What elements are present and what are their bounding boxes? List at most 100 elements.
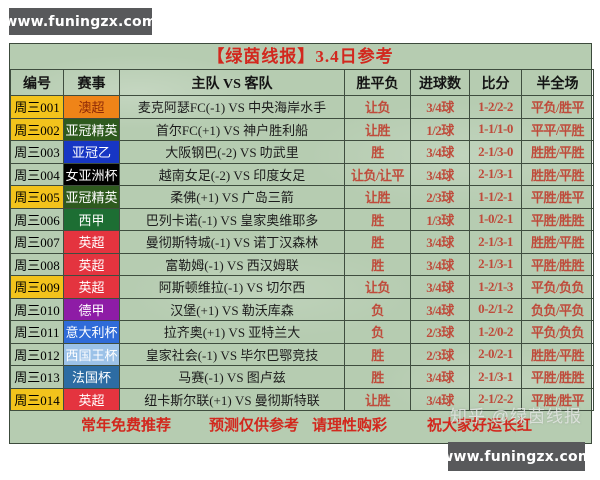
league-badge: 德甲 bbox=[63, 297, 120, 321]
match-row: 周三008 英超 富勒姆(-1) VS 西汉姆联胜 3/4球 2-1/3-1 平胜/胜胜 bbox=[10, 252, 594, 276]
page-title: 【绿茵线报】3.4日参考 bbox=[207, 47, 394, 66]
wdl-prediction: 胜 bbox=[344, 365, 411, 389]
match-teams: 麦克阿瑟FC(-1) VS 中央海岸水手 bbox=[119, 95, 345, 119]
wdl-prediction: 让胜 bbox=[344, 185, 411, 209]
league-badge: 法国杯 bbox=[63, 365, 120, 389]
half-full-prediction: 平胜/胜胜 bbox=[521, 365, 594, 389]
table-body: 周三001 澳超 麦克阿瑟FC(-1) VS 中央海岸水手 让负 3/4球 1-2/2-2… bbox=[10, 95, 594, 411]
score-prediction: 2-1/3-1 bbox=[469, 252, 522, 276]
wdl-prediction: 让负 bbox=[344, 95, 411, 119]
league-badge: 意大利杯 bbox=[63, 320, 120, 344]
prediction-board: 【绿茵线报】3.4日参考 编号 赛事 主队 VS 客队 胜平负 进球数 比分 半… bbox=[9, 43, 594, 444]
watermark-bottom-text: www.funingzx.com bbox=[440, 448, 593, 465]
wdl-prediction: 胜 bbox=[344, 252, 411, 276]
match-id-cell: 周三001 bbox=[10, 95, 64, 119]
goals-prediction: 3/4球 bbox=[410, 95, 470, 119]
wdl-prediction: 让负/让平 bbox=[344, 162, 411, 186]
score-prediction: 0-2/1-2 bbox=[469, 297, 522, 321]
league-badge: 亚冠精英 bbox=[63, 117, 120, 141]
col-header-number: 编号 bbox=[10, 69, 64, 96]
watermark-top: www.funingzx.com bbox=[4, 8, 156, 35]
score-prediction: 2-1/3-1 bbox=[469, 162, 522, 186]
goals-prediction: 3/4球 bbox=[410, 140, 470, 164]
league-badge: 西甲 bbox=[63, 207, 120, 231]
wdl-prediction: 胜 bbox=[344, 140, 411, 164]
league-badge: 女亚洲杯 bbox=[63, 162, 120, 186]
wdl-prediction: 胜 bbox=[344, 230, 411, 254]
match-row: 周三004 女亚洲杯 越南女足(-2) VS 印度女足 让负/让平 3/4球 2-1/3-… bbox=[10, 162, 594, 186]
goals-prediction: 3/4球 bbox=[410, 162, 470, 186]
header-row: 编号 赛事 主队 VS 客队 胜平负 进球数 比分 半全场 bbox=[10, 69, 594, 96]
match-id-cell: 周三014 bbox=[10, 387, 64, 411]
league-badge: 西国王杯 bbox=[63, 342, 120, 366]
match-row: 周三013 法国杯 马赛(-1) VS 图卢兹胜 3/4球 2-1/3-1 平胜/胜胜 bbox=[10, 365, 594, 389]
match-id-cell: 周三012 bbox=[10, 342, 64, 366]
score-prediction: 1-2/1-3 bbox=[469, 275, 522, 299]
wdl-prediction: 让负 bbox=[344, 275, 411, 299]
goals-prediction: 3/4球 bbox=[410, 230, 470, 254]
footer-notes: 常年免费推荐 预测仅供参考 请理性购彩 祝大家好运长红 bbox=[10, 411, 591, 437]
match-row: 周三005 亚冠精英 柔佛(+1) VS 广岛三箭 让胜 2/3球 1-1/2-1 平胜/胜… bbox=[10, 185, 594, 209]
wdl-prediction: 负 bbox=[344, 297, 411, 321]
half-full-prediction: 平胜/胜胜 bbox=[521, 207, 594, 231]
wdl-prediction: 让胜 bbox=[344, 387, 411, 411]
match-teams: 富勒姆(-1) VS 西汉姆联 bbox=[119, 252, 345, 276]
league-badge: 英超 bbox=[63, 275, 120, 299]
match-teams: 皇家社会(-1) VS 毕尔巴鄂竞技 bbox=[119, 342, 345, 366]
watermark-bottom: www.funingzx.com bbox=[440, 442, 592, 471]
footer-note-reference: 预测仅供参考 bbox=[209, 417, 300, 434]
match-id-cell: 周三008 bbox=[10, 252, 64, 276]
score-prediction: 1-1/2-1 bbox=[469, 185, 522, 209]
half-full-prediction: 平胜/胜平 bbox=[521, 185, 594, 209]
half-full-prediction: 胜胜/平胜 bbox=[521, 162, 594, 186]
goals-prediction: 3/4球 bbox=[410, 297, 470, 321]
match-row: 周三009 英超 阿斯顿维拉(-1) VS 切尔西 让负 3/4球 1-2/1-3 平负/负… bbox=[10, 275, 594, 299]
match-row: 周三003 亚冠乙 大阪钢巴(-2) VS 叻武里胜 3/4球 2-1/3-0 胜胜/平胜 bbox=[10, 140, 594, 164]
goals-prediction: 3/4球 bbox=[410, 252, 470, 276]
goals-prediction: 1/3球 bbox=[410, 207, 470, 231]
match-id-cell: 周三010 bbox=[10, 297, 64, 321]
score-prediction: 1-2/0-2 bbox=[469, 320, 522, 344]
col-header-wdl: 胜平负 bbox=[344, 69, 411, 96]
match-row: 周三007 英超 曼彻斯特城(-1) VS 诺丁汉森林胜 3/4球 2-1/3-1 胜胜/… bbox=[10, 230, 594, 254]
half-full-prediction: 负负/平负 bbox=[521, 297, 594, 321]
goals-prediction: 2/3球 bbox=[410, 185, 470, 209]
match-row: 周三002 亚冠精英 首尔FC(+1) VS 神户胜利船 让胜 1/2球 1-1/1-0 平… bbox=[10, 117, 594, 141]
half-full-prediction: 平平/平胜 bbox=[521, 117, 594, 141]
col-header-match: 主队 VS 客队 bbox=[119, 69, 345, 96]
goals-prediction: 3/4球 bbox=[410, 365, 470, 389]
footer-note-free: 常年免费推荐 bbox=[81, 417, 172, 434]
match-id-cell: 周三005 bbox=[10, 185, 64, 209]
match-teams: 阿斯顿维拉(-1) VS 切尔西 bbox=[119, 275, 345, 299]
col-header-halffull: 半全场 bbox=[521, 69, 594, 96]
watermark-top-text: www.funingzx.com bbox=[4, 13, 157, 30]
half-full-prediction: 胜胜/平胜 bbox=[521, 342, 594, 366]
footer-note-luck: 祝大家好运长红 bbox=[427, 417, 533, 434]
match-id-cell: 周三011 bbox=[10, 320, 64, 344]
match-teams: 大阪钢巴(-2) VS 叻武里 bbox=[119, 140, 345, 164]
match-teams: 首尔FC(+1) VS 神户胜利船 bbox=[119, 117, 345, 141]
league-badge: 英超 bbox=[63, 387, 120, 411]
match-teams: 巴列卡诺(-1) VS 皇家奥维耶多 bbox=[119, 207, 345, 231]
league-badge: 亚冠乙 bbox=[63, 140, 120, 164]
league-badge: 英超 bbox=[63, 230, 120, 254]
goals-prediction: 2/3球 bbox=[410, 342, 470, 366]
score-prediction: 2-1/3-1 bbox=[469, 365, 522, 389]
col-header-score: 比分 bbox=[469, 69, 522, 96]
half-full-prediction: 平负/负负 bbox=[521, 275, 594, 299]
half-full-prediction: 平负/负负 bbox=[521, 320, 594, 344]
match-teams: 曼彻斯特城(-1) VS 诺丁汉森林 bbox=[119, 230, 345, 254]
half-full-prediction: 平负/胜平 bbox=[521, 95, 594, 119]
score-prediction: 2-1/3-0 bbox=[469, 140, 522, 164]
half-full-prediction: 胜胜/平胜 bbox=[521, 140, 594, 164]
match-id-cell: 周三009 bbox=[10, 275, 64, 299]
match-row: 周三014 英超 纽卡斯尔联(+1) VS 曼彻斯特联 让胜 3/4球 2-1/2-2 平胜… bbox=[10, 387, 594, 411]
score-prediction: 1-0/2-1 bbox=[469, 207, 522, 231]
col-header-league: 赛事 bbox=[63, 69, 120, 96]
match-id-cell: 周三003 bbox=[10, 140, 64, 164]
match-row: 周三012 西国王杯 皇家社会(-1) VS 毕尔巴鄂竞技胜 2/3球 2-0/2-1 胜… bbox=[10, 342, 594, 366]
col-header-goals: 进球数 bbox=[410, 69, 470, 96]
wdl-prediction: 胜 bbox=[344, 207, 411, 231]
match-id-cell: 周三013 bbox=[10, 365, 64, 389]
goals-prediction: 2/3球 bbox=[410, 320, 470, 344]
